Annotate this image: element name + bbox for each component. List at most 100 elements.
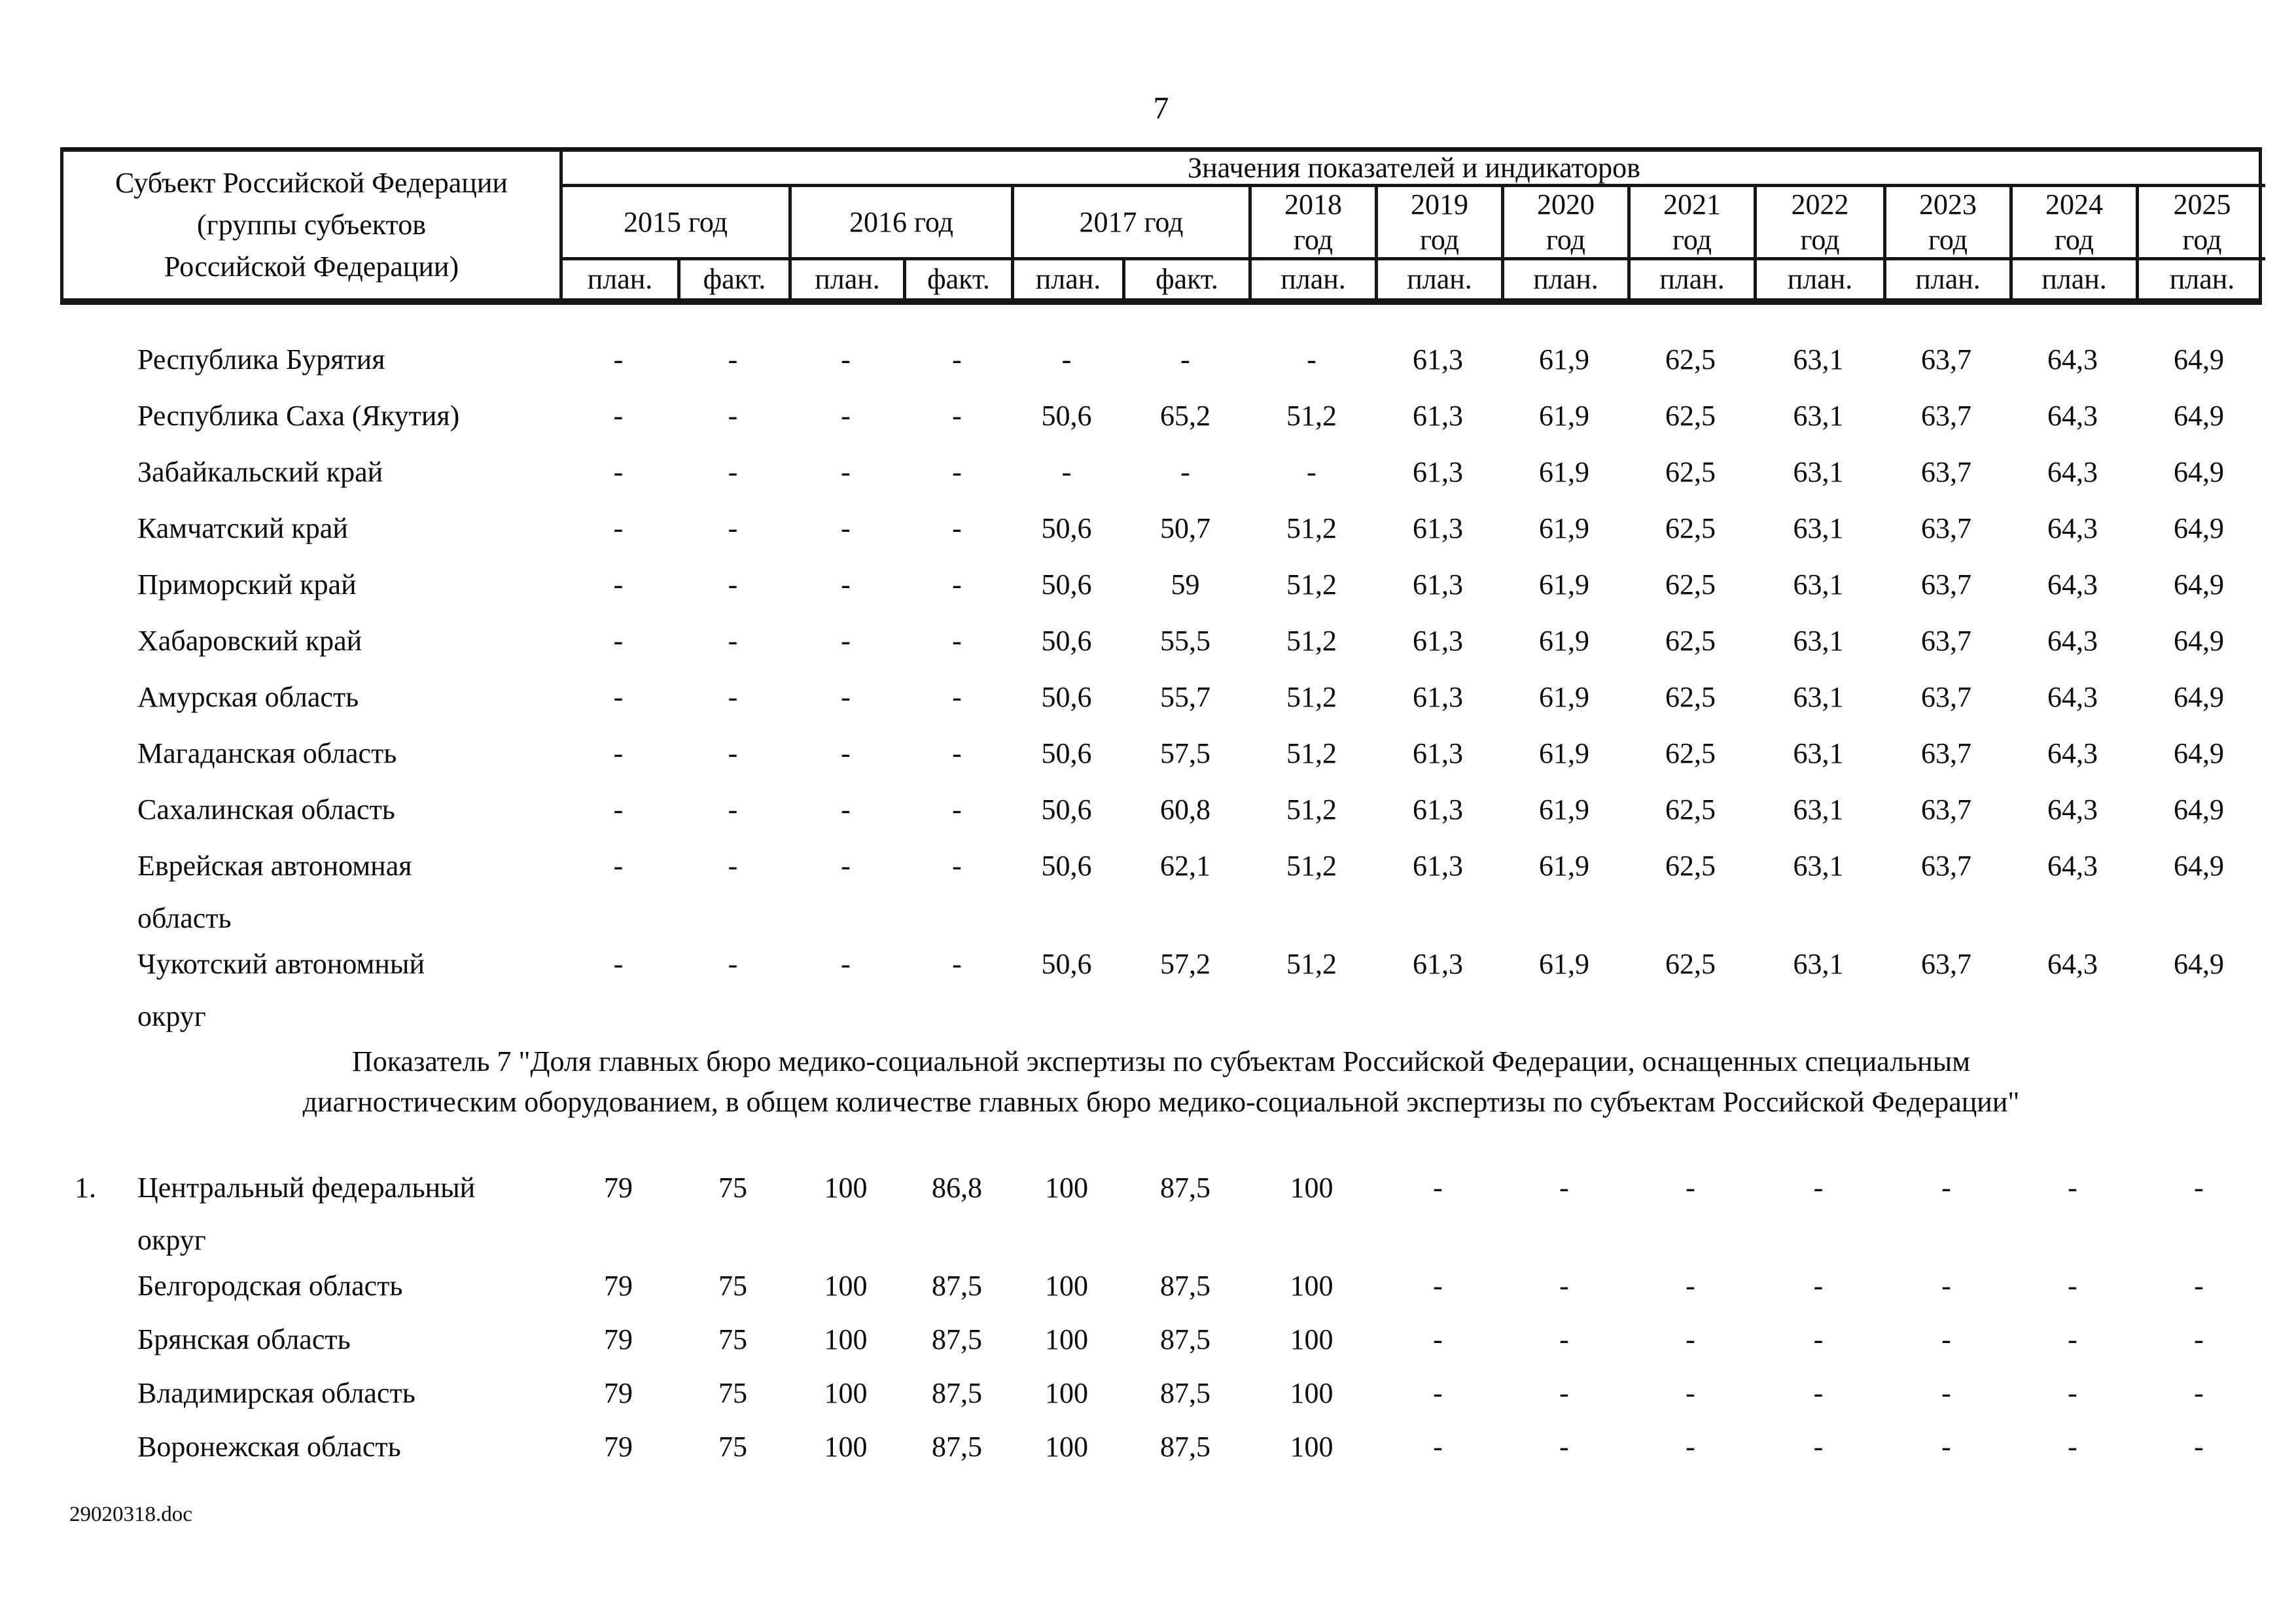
value-cell: 75	[718, 1431, 747, 1463]
value-cell: -	[952, 400, 962, 432]
value-cell: 64,3	[2047, 681, 2098, 713]
value-cell: -	[1813, 1323, 1824, 1355]
value-cell: -	[1307, 456, 1316, 488]
subheader-plan: план.	[2169, 263, 2235, 295]
value-cell: 64,9	[2174, 456, 2224, 488]
value-cell: -	[1559, 1431, 1569, 1463]
value-cell: 62,5	[1665, 343, 1716, 375]
table-row: Брянская область 79 75 100 87,5 100 87,5 100 - - -…	[60, 1314, 2262, 1367]
value-cell: 64,9	[2174, 625, 2224, 657]
value-cell: -	[841, 681, 851, 713]
value-cell: -	[613, 850, 624, 882]
value-cell: 87,5	[1160, 1172, 1210, 1204]
value-cell: -	[1559, 1377, 1569, 1409]
region-name: Амурская область	[137, 681, 359, 713]
value-cell: -	[1941, 1323, 1951, 1355]
value-cell: -	[841, 512, 851, 544]
value-cell: -	[1061, 456, 1072, 488]
indicator7-heading: Показатель 7 "Доля главных бюро медико-с…	[60, 1041, 2262, 1133]
value-cell: -	[728, 343, 738, 375]
value-cell: 63,7	[1921, 948, 1971, 980]
value-cell: 100	[1290, 1323, 1333, 1355]
region-name: Республика Саха (Якутия)	[137, 400, 460, 432]
value-cell: -	[1686, 1270, 1695, 1302]
value-cell: -	[728, 737, 738, 769]
region-name: Приморский край	[137, 568, 357, 601]
far-east-rows-section: Республика Бурятия - - - - - - - 61,3 61,9 62,5 63,…	[60, 305, 2262, 1036]
value-cell: 63,1	[1793, 568, 1844, 601]
value-cell: 57,2	[1160, 948, 1210, 980]
value-cell: -	[952, 737, 962, 769]
value-cell: -	[613, 681, 624, 713]
indicator7-heading-line-2: диагностическим оборудованием, в общем к…	[302, 1086, 2020, 1118]
value-cell: 61,9	[1539, 625, 1589, 657]
value-cell: 64,9	[2174, 568, 2224, 601]
region-name-cell: Хабаровский край	[60, 615, 559, 667]
value-cell: 50,6	[1041, 948, 1092, 980]
value-cell: 61,3	[1413, 948, 1463, 980]
value-cell: -	[728, 625, 738, 657]
value-cell: -	[1061, 343, 1072, 375]
value-cell: -	[1941, 1431, 1951, 1463]
region-name-cell: Республика Саха (Якутия)	[60, 390, 559, 442]
table-row: Приморский край - - - - 50,6 59 51,2 61,3 61,9 62,…	[60, 559, 2262, 615]
value-cell: 51,2	[1286, 568, 1337, 601]
table-row: 1. Центральный федеральный округ 79 75 100 86…	[60, 1162, 2262, 1260]
subheader-plan: план.	[1631, 260, 1757, 298]
value-cell: 87,5	[1160, 1270, 1210, 1302]
value-cell: 64,3	[2047, 400, 2098, 432]
year-header-2021: 2021 год	[1631, 187, 1757, 260]
value-cell: -	[2194, 1377, 2204, 1409]
value-cell: -	[2194, 1172, 2204, 1204]
year-header-2019: 2019 год	[1378, 187, 1504, 260]
value-cell: 62,5	[1665, 568, 1716, 601]
year-header-2015: 2015 год	[563, 187, 792, 260]
value-cell: 100	[824, 1431, 868, 1463]
value-cell: 79	[604, 1431, 633, 1463]
value-cell: 62,5	[1665, 850, 1716, 882]
table-row: Воронежская область 79 75 100 87,5 100 87,5 100…	[60, 1421, 2262, 1475]
indicator7-heading-line-1: Показатель 7 "Доля главных бюро медико-с…	[351, 1045, 1971, 1077]
indicator7-rows-section: 1. Центральный федеральный округ 79 75 100 86…	[60, 1133, 2262, 1475]
value-cell: -	[613, 343, 624, 375]
value-cell: 75	[718, 1323, 747, 1355]
table-row: Еврейская автономная область - - - - 50,6 62,1…	[60, 840, 2262, 938]
region-header-line-2: (группы субъектов	[197, 209, 426, 241]
value-cell: -	[1813, 1172, 1824, 1204]
value-cell: 62,1	[1160, 850, 1210, 882]
table-row: Республика Саха (Якутия) - - - - 50,6 65,2 51,2…	[60, 390, 2262, 446]
year-header-2022: 2022 год	[1757, 187, 1886, 260]
region-name: Сахалинская область	[137, 794, 395, 826]
value-cell: -	[1433, 1323, 1443, 1355]
value-cell: 63,7	[1921, 625, 1971, 657]
value-cell: 62,5	[1665, 456, 1716, 488]
value-cell: -	[613, 794, 624, 826]
value-cell: 59	[1171, 568, 1200, 601]
value-cell: 61,3	[1413, 456, 1463, 488]
table-row: Амурская область - - - - 50,6 55,7 51,2 61,3 61,9…	[60, 671, 2262, 727]
value-cell: 64,9	[2174, 850, 2224, 882]
value-cell: 100	[1290, 1270, 1333, 1302]
value-cell: 63,1	[1793, 794, 1844, 826]
subheader-plan: план.	[1378, 260, 1504, 298]
value-cell: 63,1	[1793, 456, 1844, 488]
value-cell: -	[1813, 1270, 1824, 1302]
value-cell: -	[1180, 456, 1190, 488]
value-cell: -	[728, 512, 738, 544]
value-cell: 75	[718, 1377, 747, 1409]
value-cell: 64,3	[2047, 948, 2098, 980]
value-cell: -	[613, 737, 624, 769]
value-cell: 51,2	[1286, 794, 1337, 826]
value-cell: -	[728, 850, 738, 882]
region-name-cell: 1. Центральный федеральный округ	[60, 1162, 559, 1266]
table-header: Субъект Российской Федерации (группы суб…	[60, 147, 2265, 305]
value-cell: -	[952, 625, 962, 657]
value-cell: 79	[604, 1172, 633, 1204]
value-cell: -	[1180, 343, 1190, 375]
value-cell: 55,7	[1160, 681, 1210, 713]
value-cell: 63,1	[1793, 737, 1844, 769]
value-cell: -	[841, 737, 851, 769]
subheader-plan: план.	[792, 260, 906, 298]
value-cell: 87,5	[932, 1377, 982, 1409]
table-row: Чукотский автономный округ - - - - 50,6 57,2 51…	[60, 938, 2262, 1036]
